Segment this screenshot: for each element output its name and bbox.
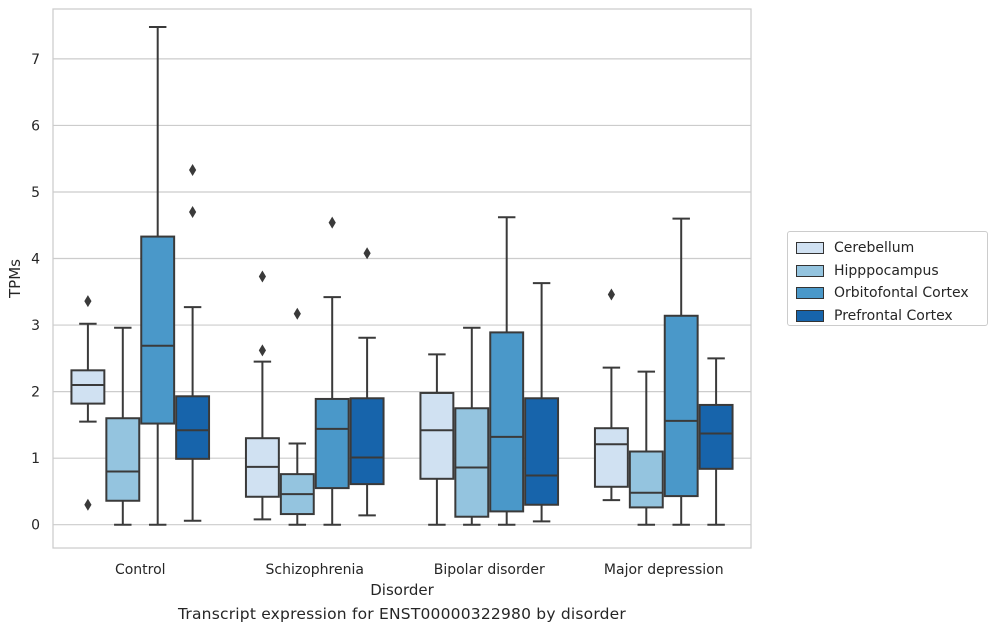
y-tick-label: 7 xyxy=(31,52,40,68)
box-hipppocampus-control xyxy=(105,326,141,526)
y-tick-label: 3 xyxy=(31,318,40,334)
legend: Cerebellum Hipppocampus Orbitofontal Cor… xyxy=(787,231,988,326)
x-tick-label: Bipolar disorder xyxy=(434,562,545,578)
box-layer xyxy=(70,25,734,526)
outlier-point xyxy=(363,247,371,260)
box-iqr xyxy=(524,397,560,506)
legend-label-orbitofrontal: Orbitofontal Cortex xyxy=(834,285,969,302)
y-tick-label: 0 xyxy=(31,518,40,534)
x-tick-label: Control xyxy=(115,562,166,578)
y-tick-label: 4 xyxy=(31,252,40,268)
y-tick-labels: 0 1 2 3 4 5 6 7 xyxy=(31,52,40,534)
outlier-point xyxy=(293,307,301,320)
box-prefrontal-cortex-major-depression xyxy=(698,357,734,526)
outlier-point xyxy=(189,164,197,177)
box-orbitofontal-cortex-control xyxy=(140,25,176,526)
outlier-point xyxy=(84,295,92,308)
box-orbitofontal-cortex-schizophrenia xyxy=(314,216,350,526)
outlier-point xyxy=(84,498,92,511)
legend-label-prefrontal: Prefrontal Cortex xyxy=(834,307,953,324)
box-iqr xyxy=(70,369,106,405)
box-cerebellum-bipolar-disorder xyxy=(419,353,455,526)
box-hipppocampus-schizophrenia xyxy=(279,307,315,526)
box-cerebellum-major-depression xyxy=(593,288,629,502)
legend-label-hippocampus: Hipppocampus xyxy=(834,262,939,279)
box-orbitofontal-cortex-major-depression xyxy=(663,217,699,526)
outlier-point xyxy=(607,288,615,301)
box-iqr xyxy=(175,395,211,460)
chart-title: Transcript expression for ENST0000032298… xyxy=(178,605,626,623)
box-cerebellum-schizophrenia xyxy=(244,270,280,521)
legend-item-prefrontal: Prefrontal Cortex xyxy=(796,305,979,328)
box-iqr xyxy=(314,397,350,490)
outlier-point xyxy=(258,270,266,283)
y-tick-label: 1 xyxy=(31,451,40,467)
box-prefrontal-cortex-control xyxy=(175,164,211,522)
box-iqr xyxy=(698,403,734,470)
box-prefrontal-cortex-bipolar-disorder xyxy=(524,282,560,523)
box-iqr xyxy=(454,407,490,518)
box-orbitofontal-cortex-bipolar-disorder xyxy=(489,216,525,526)
box-iqr xyxy=(628,450,664,509)
legend-item-orbitofrontal: Orbitofontal Cortex xyxy=(796,282,979,305)
y-tick-label: 5 xyxy=(31,185,40,201)
outlier-point xyxy=(328,216,336,229)
legend-swatch-cerebellum xyxy=(796,242,824,255)
box-iqr xyxy=(349,397,385,486)
legend-item-hippocampus: Hipppocampus xyxy=(796,260,979,283)
x-axis-label: Disorder xyxy=(370,581,434,599)
y-tick-label: 6 xyxy=(31,118,40,134)
box-hipppocampus-bipolar-disorder xyxy=(454,326,490,526)
box-iqr xyxy=(593,427,629,488)
box-iqr xyxy=(663,314,699,498)
box-iqr xyxy=(419,391,455,480)
y-axis-label: TPMs xyxy=(6,259,24,299)
plot-frame xyxy=(52,8,752,549)
legend-swatch-hippocampus xyxy=(796,264,824,277)
x-tick-label: Major depression xyxy=(604,562,724,578)
outlier-point xyxy=(258,344,266,357)
legend-swatch-prefrontal xyxy=(796,309,824,322)
box-hipppocampus-major-depression xyxy=(628,370,664,526)
x-tick-label: Schizophrenia xyxy=(266,562,364,578)
legend-item-cerebellum: Cerebellum xyxy=(796,237,979,260)
box-iqr xyxy=(489,331,525,513)
legend-swatch-orbitofrontal xyxy=(796,287,824,300)
box-iqr xyxy=(105,417,141,502)
box-iqr xyxy=(140,235,176,425)
x-tick-labels: Control Schizophrenia Bipolar disorder Majo… xyxy=(115,562,724,578)
box-cerebellum-control xyxy=(70,295,106,511)
y-tick-label: 2 xyxy=(31,385,40,401)
legend-label-cerebellum: Cerebellum xyxy=(834,240,915,257)
outlier-point xyxy=(189,205,197,218)
box-prefrontal-cortex-schizophrenia xyxy=(349,247,385,517)
